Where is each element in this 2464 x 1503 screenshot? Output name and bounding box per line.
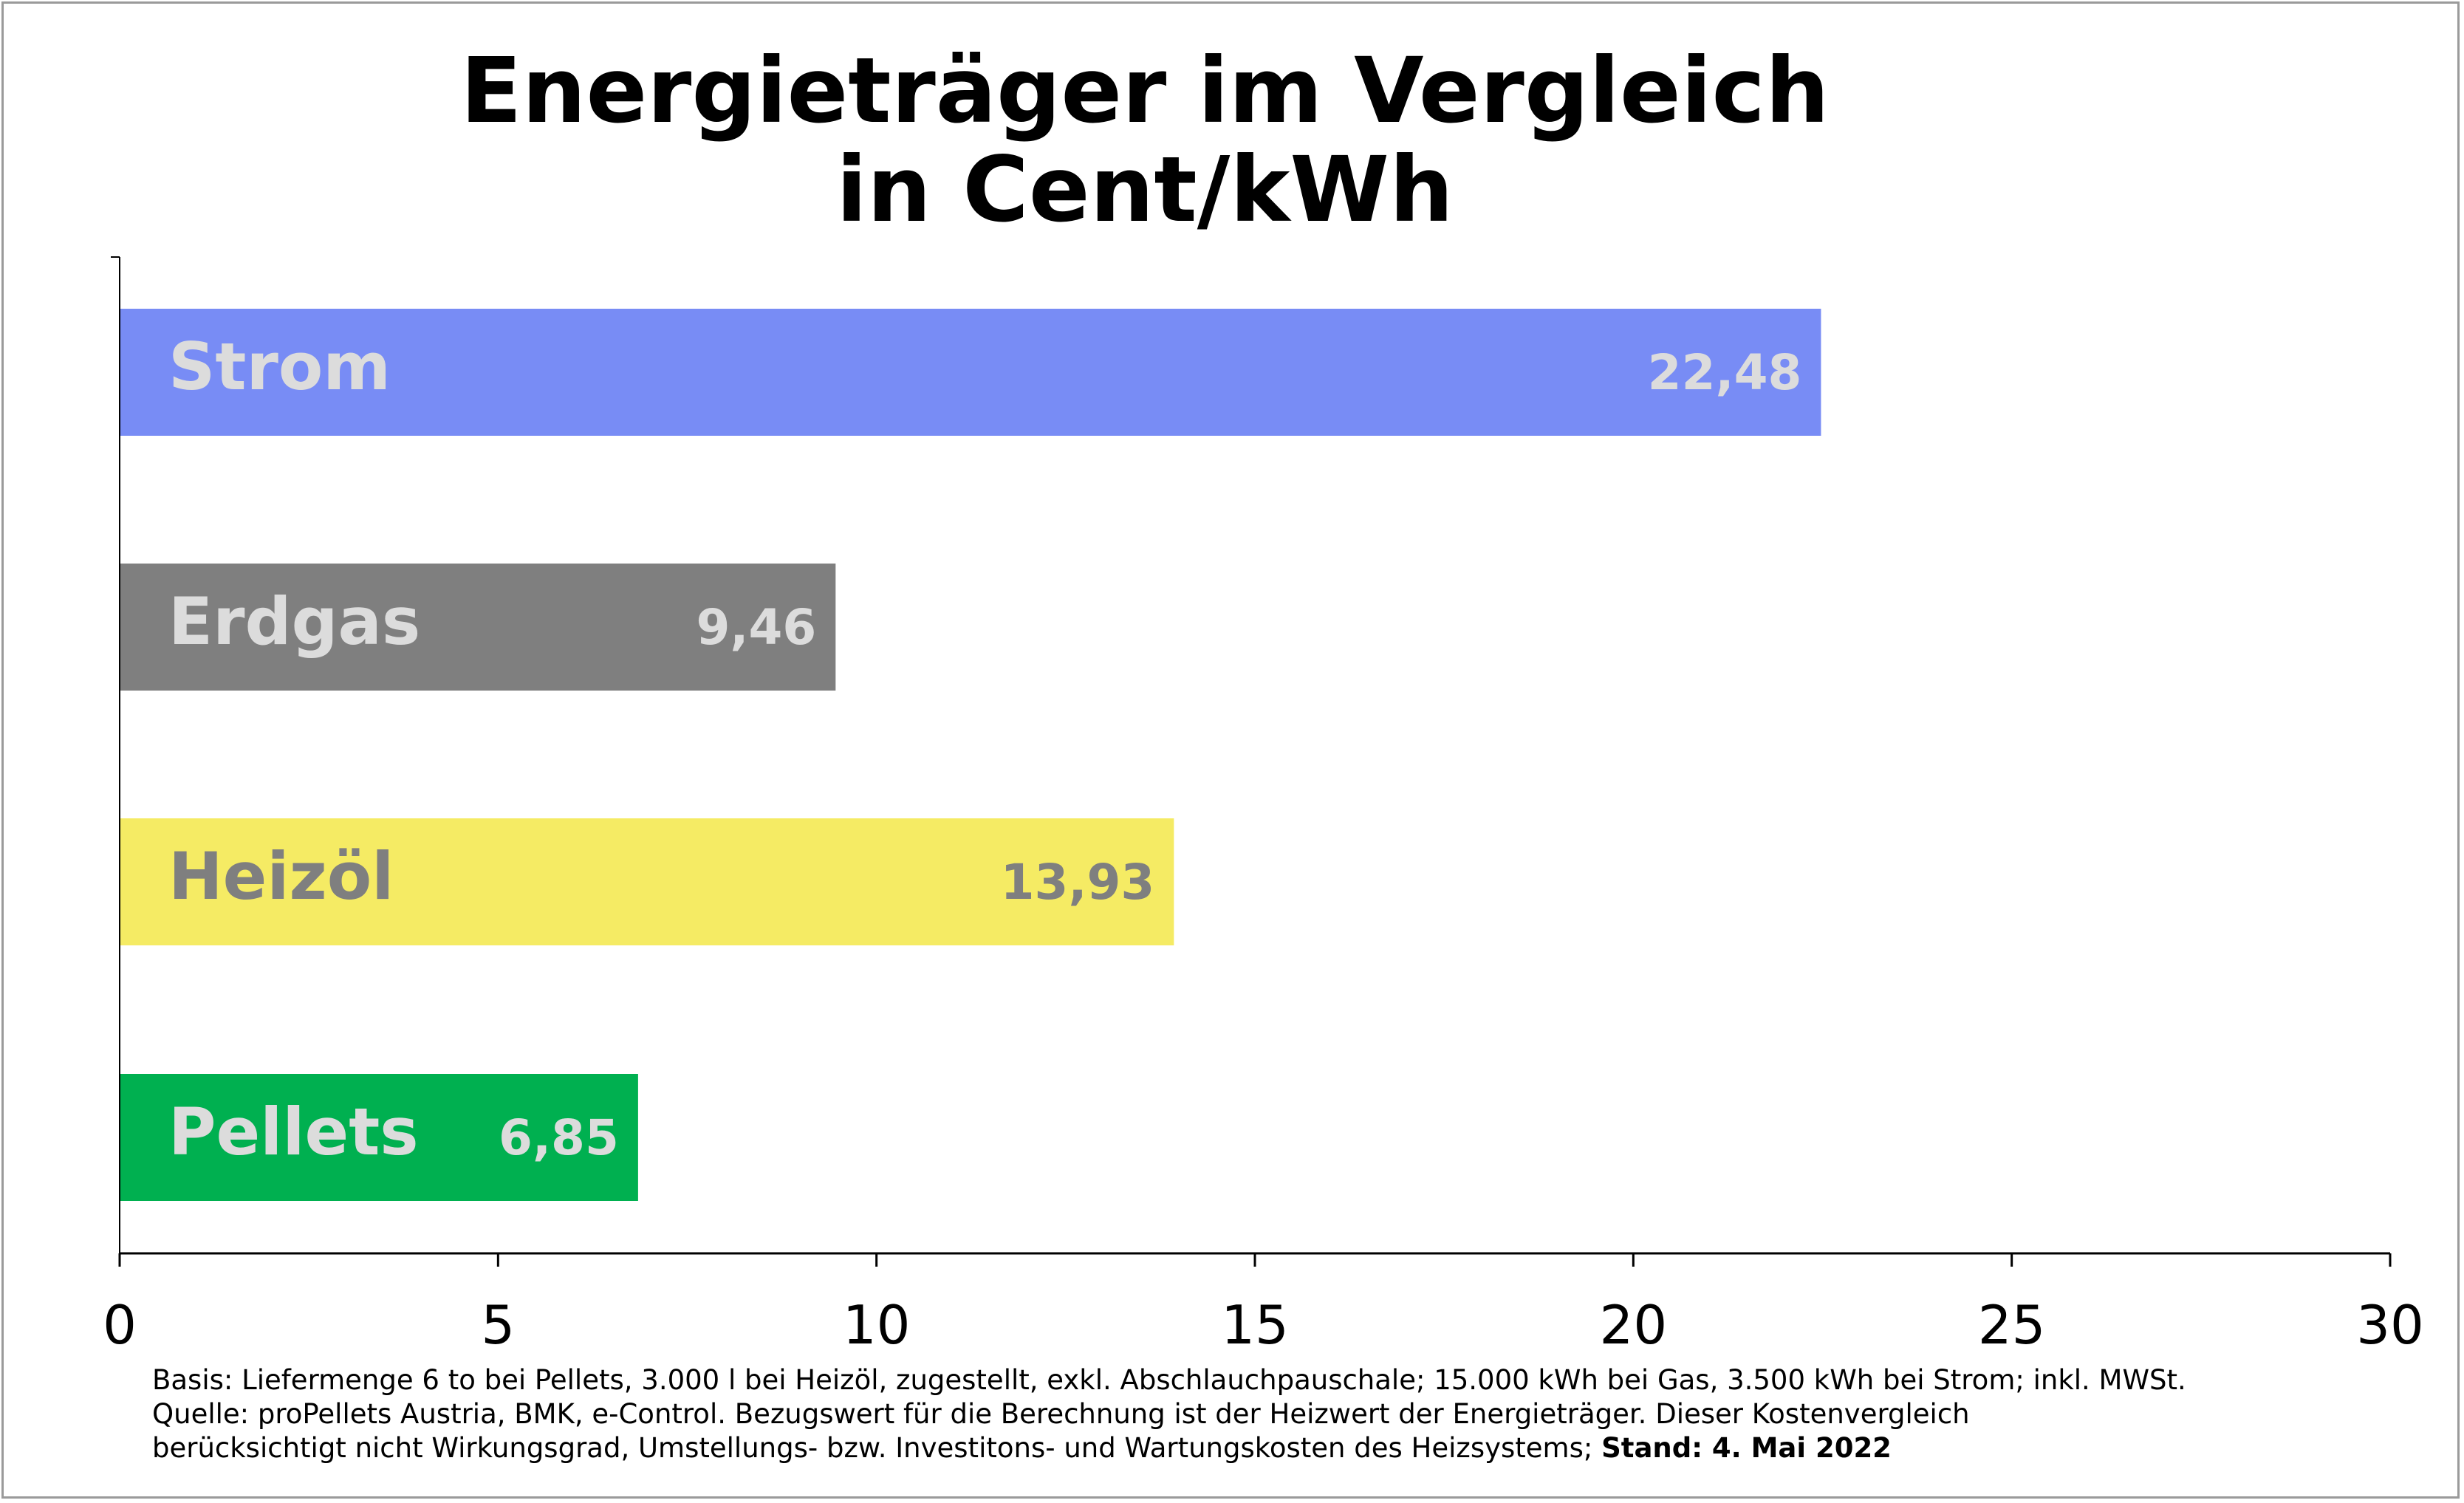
chart-title-line-1: Energieträger im Vergleich [460,38,1830,143]
bar-strom [120,309,1821,436]
value-label-strom: 22,48 [1648,344,1802,401]
x-tick-label-20: 20 [1600,1294,1668,1356]
x-tick-label-5: 5 [481,1294,515,1356]
footnote-line-3: berücksichtigt nicht Wirkungsgrad, Umste… [152,1432,1602,1464]
x-tick-label-30: 30 [2356,1294,2424,1356]
value-label-erdgas: 9,46 [696,599,816,656]
bar-label-erdgas: Erdgas [168,583,420,660]
bar-heiz-l [120,818,1174,945]
footnote-line-1: Basis: Liefermenge 6 to bei Pellets, 3.0… [152,1364,2186,1396]
axes-layer: 0 5 10 15 20 25 30 [103,256,2424,1356]
bar-label-strom: Strom [168,329,391,405]
chart-title-line-2: in Cent/kWh [836,137,1454,242]
bar-pellets [120,1074,638,1201]
x-tick-label-10: 10 [843,1294,911,1356]
footnote: Basis: Liefermenge 6 to bei Pellets, 3.0… [152,1363,2427,1465]
bar-label-pellets: Pellets [168,1094,419,1170]
bar-label-heiz-l: Heizöl [168,838,394,914]
footnote-line-2: Quelle: proPellets Austria, BMK, e-Contr… [152,1398,1970,1430]
value-label-pellets: 6,85 [499,1109,619,1166]
value-label-heiz-l: 13,93 [1001,854,1155,911]
footnote-stand: Stand: 4. Mai 2022 [1601,1432,1892,1464]
x-tick-label-25: 25 [1978,1294,2046,1356]
bar-erdgas [120,564,836,691]
footnote-line-3-wrapper: berücksichtigt nicht Wirkungsgrad, Umste… [152,1431,2427,1465]
x-tick-label-15: 15 [1221,1294,1289,1356]
x-tick-label-0: 0 [103,1294,137,1356]
bars-layer: Strom 22,48 Erdgas 9,46 Heizöl 13,93 Pellets 6,… [120,309,1821,1201]
